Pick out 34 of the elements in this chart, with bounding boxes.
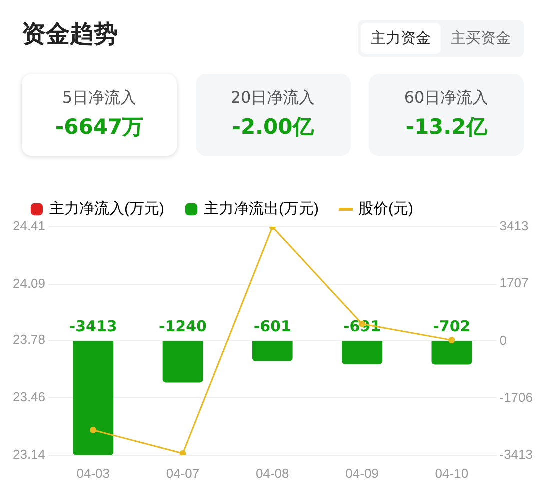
x-tick-label: 04-08	[256, 466, 290, 481]
y-tick-label: 23.14	[12, 446, 46, 462]
text: 主力资金	[361, 23, 441, 54]
x-tick-label: 04-10	[435, 466, 469, 481]
x-tick-label: 04-03	[76, 466, 110, 481]
chart-title: 资金趋势	[22, 19, 118, 50]
point	[90, 426, 97, 434]
data-label: -1240	[159, 318, 207, 336]
text: 20日净流入	[230, 88, 316, 109]
y2-tick-label: -3413	[500, 446, 533, 462]
text: 5日净流入	[61, 88, 138, 109]
y-tick-label: 24.41	[12, 218, 46, 234]
point	[448, 337, 456, 344]
y-tick-label: 23.46	[12, 389, 46, 404]
data-label: -601	[254, 318, 292, 336]
y2-tick-label: 3413	[500, 218, 529, 234]
text: -13.2亿	[404, 114, 488, 141]
text: -2.00亿	[231, 114, 315, 141]
y2-tick-label: 1707	[500, 276, 529, 291]
x-tick-label: 04-09	[346, 466, 379, 481]
data-label: -702	[433, 318, 471, 336]
data-label: -3413	[69, 318, 118, 336]
text: 60日净流入	[403, 88, 490, 109]
text: 主买资金	[450, 28, 512, 49]
y-tick-label: 24.09	[12, 276, 46, 292]
point	[180, 450, 186, 456]
x-tick-label: 04-07	[166, 466, 200, 481]
y2-tick-label: -1706	[500, 390, 533, 405]
legend-label: 主力净流入(万元)	[50, 200, 164, 218]
text: -6647万	[54, 114, 145, 141]
legend-label: 股价(元)	[358, 200, 414, 218]
legend-label: 主力净流出(万元)	[204, 200, 319, 218]
y2-tick-label: 0	[500, 332, 507, 348]
y-tick-label: 23.78	[12, 332, 46, 347]
